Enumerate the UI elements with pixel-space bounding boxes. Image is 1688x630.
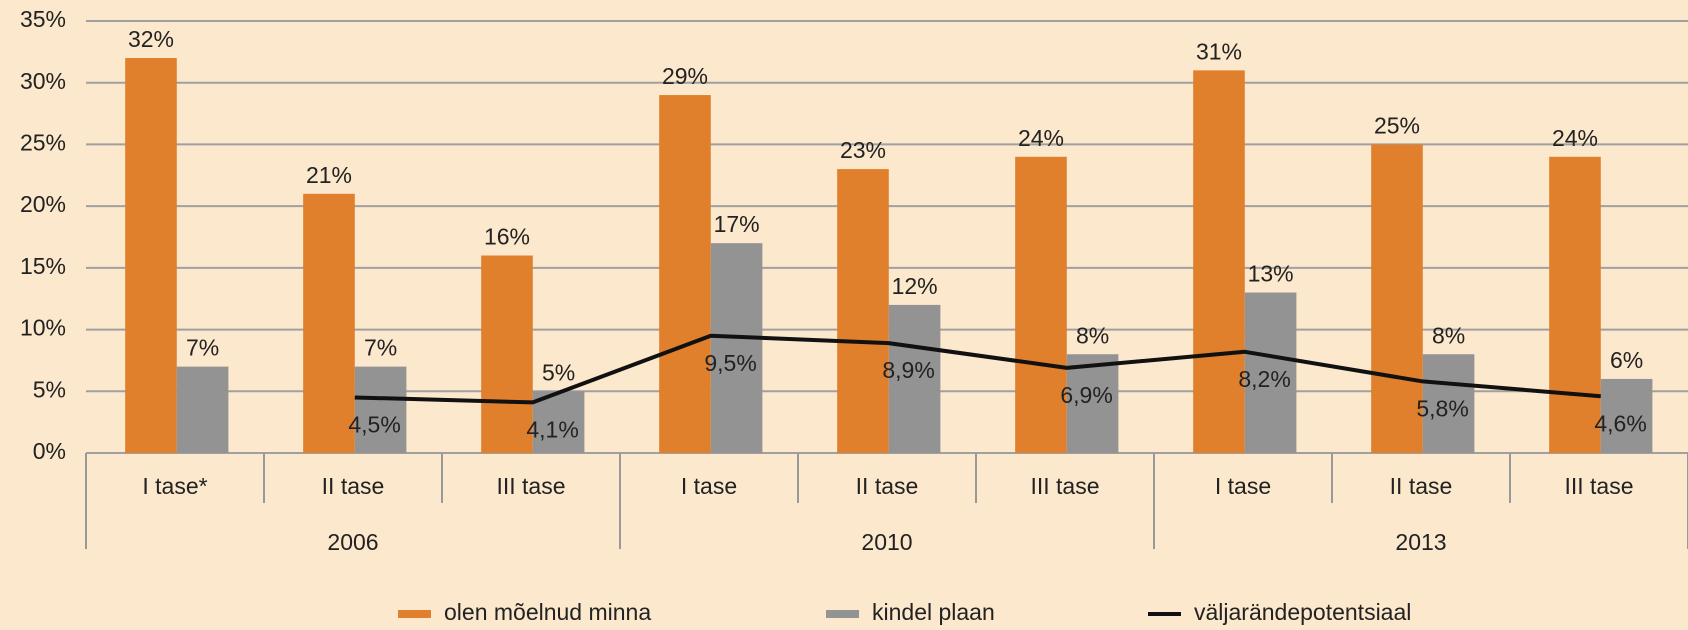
value-label: 12% — [892, 273, 938, 299]
value-label: 7% — [364, 335, 397, 361]
value-label: 24% — [1018, 125, 1064, 151]
y-tick-label: 20% — [20, 191, 66, 217]
value-label: 32% — [128, 26, 174, 52]
y-tick-label: 35% — [20, 6, 66, 32]
legend-label: kindel plaan — [872, 599, 995, 625]
y-tick-label: 15% — [20, 253, 66, 279]
value-label: 5% — [542, 359, 575, 385]
bar — [125, 58, 177, 454]
bar — [1371, 144, 1423, 453]
value-label: 5,8% — [1416, 395, 1468, 421]
bar — [888, 304, 941, 453]
value-label: 24% — [1552, 125, 1598, 151]
x-tick-label: III tase — [1564, 473, 1633, 499]
value-label: 16% — [484, 224, 530, 250]
x-tick-label: II tase — [322, 473, 385, 499]
legend-label: väljarändepotentsiaal — [1194, 599, 1411, 625]
value-label: 8,9% — [882, 357, 934, 383]
value-label: 4,5% — [348, 412, 400, 438]
x-tick-label: I tase — [681, 473, 737, 499]
bar — [532, 391, 585, 453]
y-tick-label: 10% — [20, 315, 66, 341]
value-label: 7% — [186, 335, 219, 361]
y-tick-label: 5% — [33, 376, 66, 402]
bar — [1600, 378, 1653, 453]
value-label: 25% — [1374, 113, 1420, 139]
value-label: 17% — [714, 211, 760, 237]
bar — [1422, 354, 1475, 453]
legend-label: olen mõelnud minna — [444, 599, 651, 625]
bar — [303, 193, 355, 454]
y-tick-label: 30% — [20, 68, 66, 94]
value-label: 6% — [1610, 347, 1643, 373]
value-label: 8% — [1076, 322, 1109, 348]
bar — [481, 255, 533, 453]
legend-marker — [826, 610, 859, 618]
group-label: 2013 — [1395, 529, 1446, 555]
bar — [1015, 156, 1067, 453]
value-label: 6,9% — [1060, 382, 1112, 408]
y-tick-label: 25% — [20, 130, 66, 156]
x-tick-label: I tase* — [142, 473, 207, 499]
value-label: 29% — [662, 63, 708, 89]
value-label: 9,5% — [704, 350, 756, 376]
value-label: 4,1% — [526, 416, 578, 442]
x-tick-label: II tase — [1390, 473, 1453, 499]
bar — [1066, 354, 1119, 453]
value-label: 4,6% — [1594, 410, 1646, 436]
line — [354, 333, 1601, 405]
group-label: 2006 — [327, 529, 378, 555]
bar — [1193, 70, 1245, 453]
x-tick-label: III tase — [1030, 473, 1099, 499]
y-tick-label: 0% — [33, 438, 66, 464]
x-tick-label: I tase — [1215, 473, 1271, 499]
value-label: 21% — [306, 162, 352, 188]
value-label: 31% — [1196, 38, 1242, 64]
x-tick-label: II tase — [856, 473, 919, 499]
value-label: 13% — [1248, 261, 1294, 287]
bar — [354, 366, 407, 453]
bar — [1244, 292, 1297, 453]
group-label: 2010 — [861, 529, 912, 555]
legend-marker — [398, 610, 431, 618]
bar — [176, 366, 229, 453]
bar — [710, 243, 763, 453]
value-label: 8% — [1432, 322, 1465, 348]
bar — [659, 95, 711, 454]
bar — [837, 169, 889, 453]
value-label: 23% — [840, 137, 886, 163]
value-label: 8,2% — [1238, 366, 1290, 392]
bar — [1549, 156, 1601, 453]
x-tick-label: III tase — [496, 473, 565, 499]
